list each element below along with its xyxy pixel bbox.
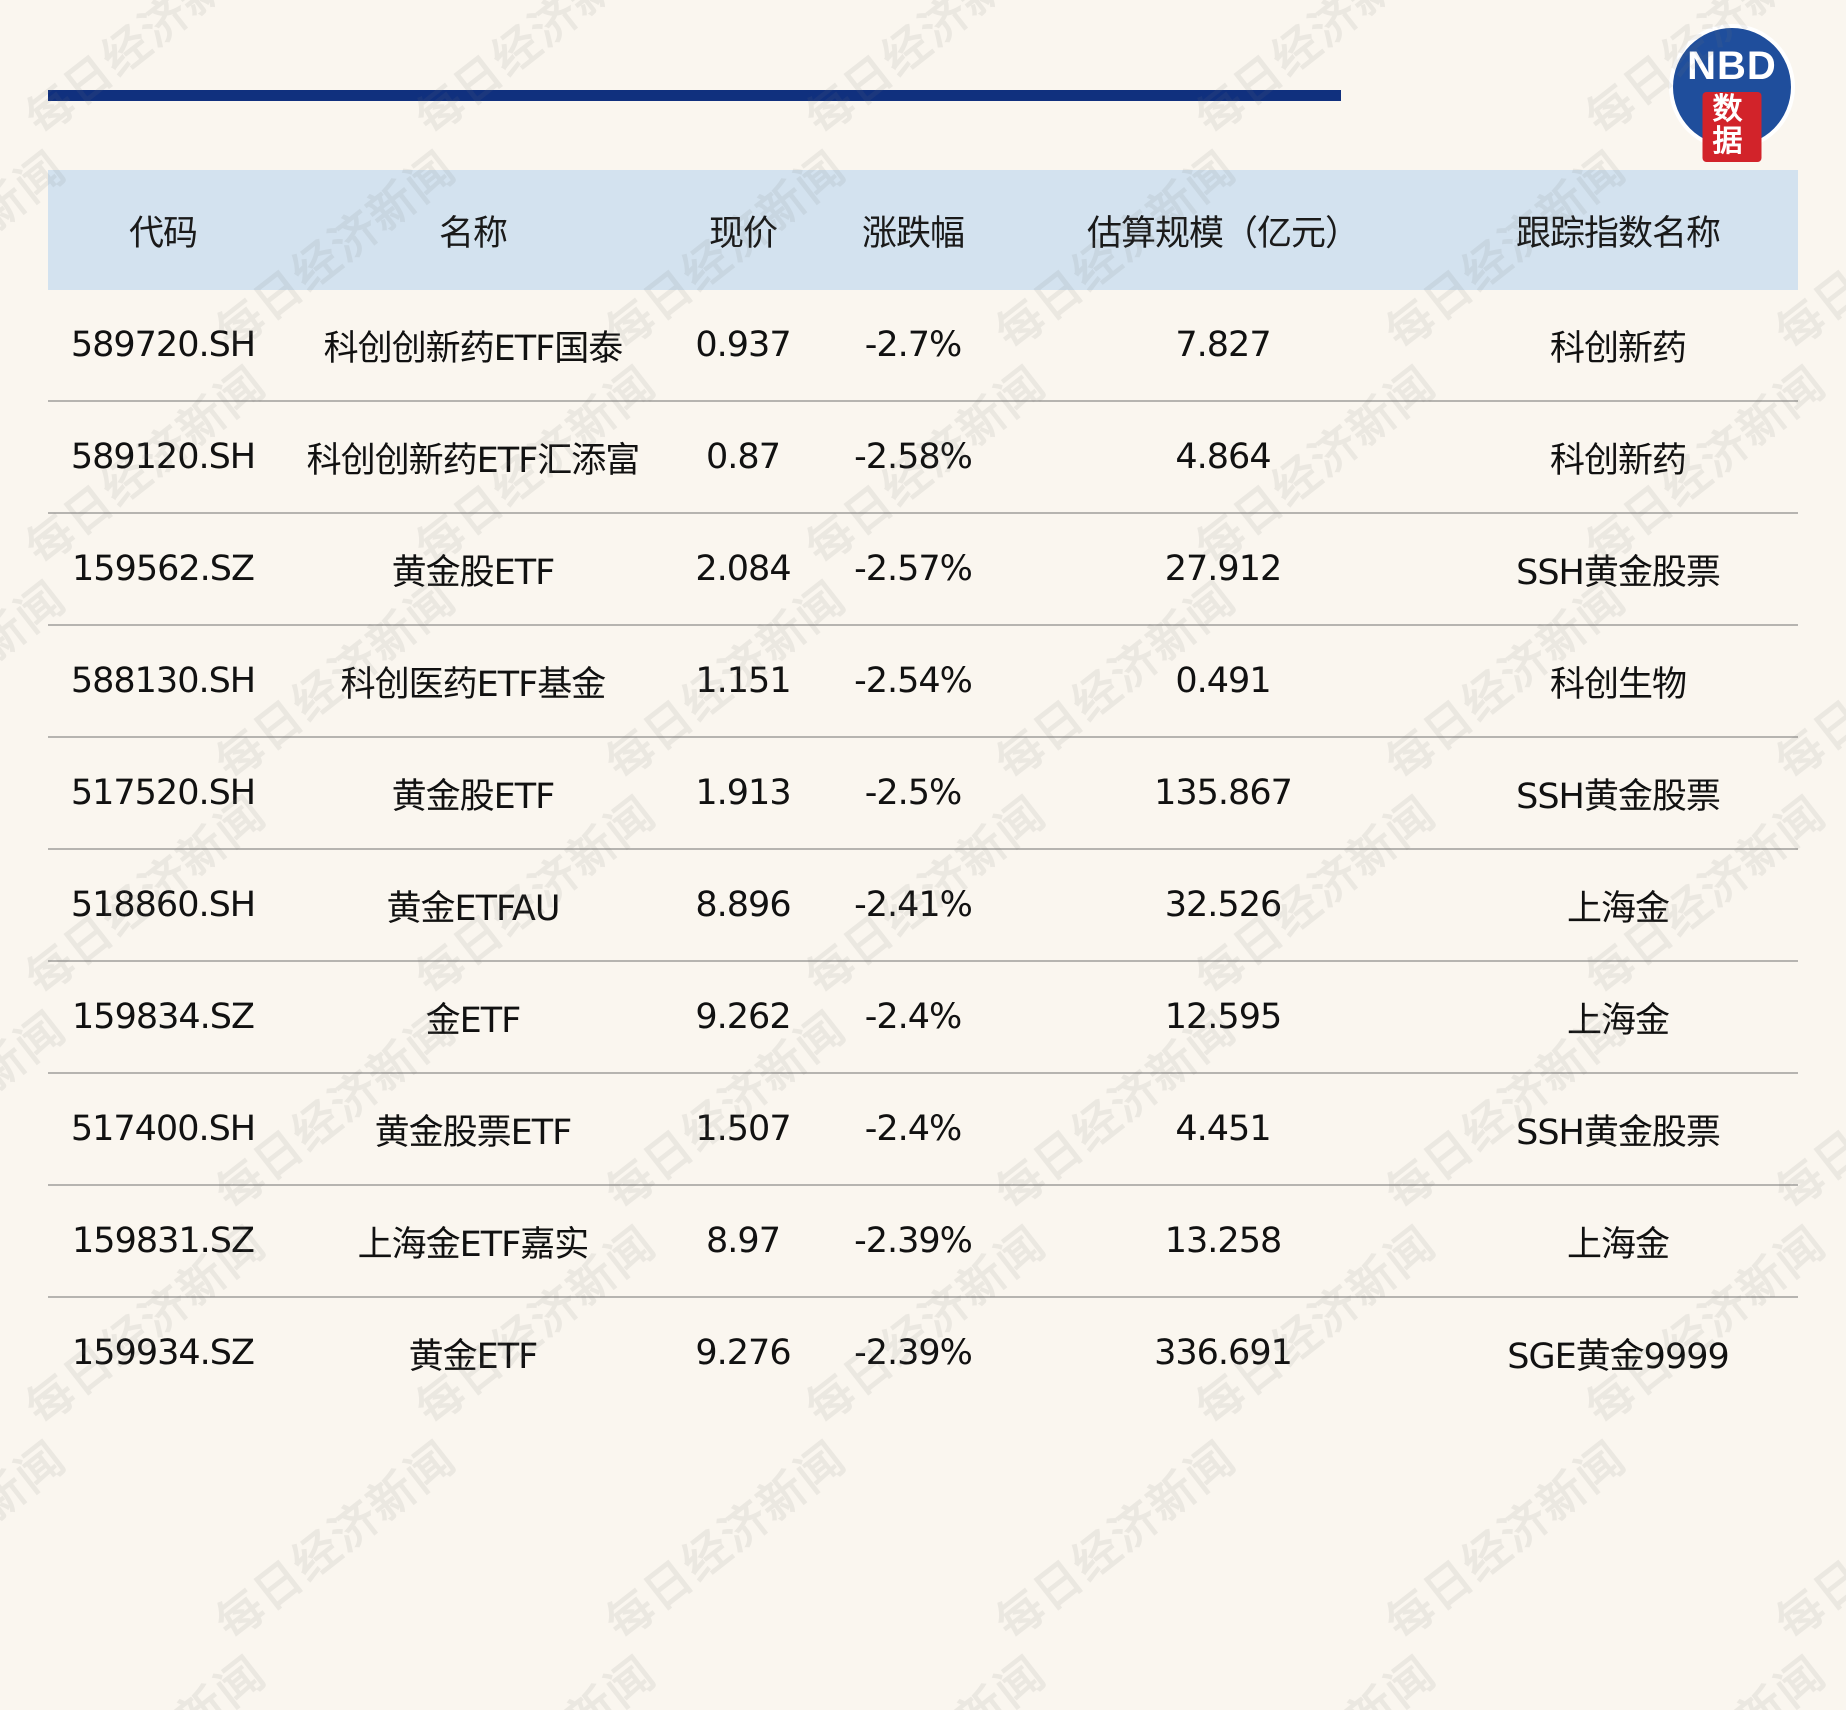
cell-index: SSH黄金股票 [1438,737,1798,850]
etf-table-container: 代码 名称 现价 涨跌幅 估算规模（亿元） 跟踪指数名称 589720.SH 科创… [48,170,1798,1408]
table-row: 517520.SH 黄金股ETF 1.913 -2.5% 135.867 SSH黄金股票 [48,737,1798,850]
table-row: 159562.SZ 黄金股ETF 2.084 -2.57% 27.912 SSH黄金股票 [48,513,1798,626]
cell-price: 0.937 [668,290,818,402]
table-row: 159934.SZ 黄金ETF 9.276 -2.39% 336.691 SGE黄金999… [48,1297,1798,1408]
cell-code: 159834.SZ [48,961,278,1074]
table-header-row: 代码 名称 现价 涨跌幅 估算规模（亿元） 跟踪指数名称 [48,170,1798,290]
cell-code: 588130.SH [48,625,278,738]
cell-scale: 135.867 [1008,737,1438,850]
cell-code: 589720.SH [48,290,278,402]
cell-change: -2.4% [818,1073,1008,1186]
table-row: 159834.SZ 金ETF 9.262 -2.4% 12.595 上海金 [48,961,1798,1074]
cell-code: 159934.SZ [72,1333,255,1373]
cell-index: SSH黄金股票 [1438,1073,1798,1186]
cell-change: -2.54% [818,625,1008,738]
cell-change: -2.41% [818,849,1008,962]
cell-code: 159562.SZ [48,513,278,626]
cell-change: -2.7% [818,290,1008,402]
cell-scale: 0.491 [1008,625,1438,738]
cell-code: 517520.SH [48,737,278,850]
cell-name: 科创医药ETF基金 [278,625,668,738]
table-row: 588130.SH 科创医药ETF基金 1.151 -2.54% 0.491 科创生物 [48,625,1798,738]
cell-price: 9.276 [695,1333,791,1373]
cell-name: 黄金ETFAU [278,849,668,962]
table-row: 518860.SH 黄金ETFAU 8.896 -2.41% 32.526 上海金 [48,849,1798,962]
column-header-change: 涨跌幅 [818,170,1008,290]
watermark-text: 每日经济新闻 [1375,1430,1636,1651]
cell-index: 科创生物 [1438,625,1798,738]
cell-change: -2.39% [854,1333,973,1373]
nbd-logo: NBD 数据 [1673,28,1791,162]
watermark-text: 每日经济新闻 [1765,1430,1846,1651]
cell-price: 8.97 [668,1185,818,1298]
column-header-code: 代码 [48,170,278,290]
cell-code: 159831.SZ [48,1185,278,1298]
cell-scale: 7.827 [1008,290,1438,402]
watermark-text: 每日经济新闻 [985,1430,1246,1651]
cell-price: 8.896 [668,849,818,962]
watermark-text: 每日经济新闻 [205,1430,466,1651]
cell-index: 上海金 [1438,1185,1798,1298]
nbd-logo-badge: 数据 [1702,92,1762,162]
cell-change: -2.57% [818,513,1008,626]
cell-index: SGE黄金9999 [1507,1336,1730,1377]
cell-index: 科创新药 [1438,290,1798,402]
watermark-text: 每日经济新闻 [1180,1638,1448,1710]
cell-code: 518860.SH [48,849,278,962]
cell-scale: 4.864 [1008,401,1438,514]
etf-ranking-table: 代码 名称 现价 涨跌幅 估算规模（亿元） 跟踪指数名称 589720.SH 科创… [48,170,1798,1408]
watermark-text: 每日经济新闻 [1570,1638,1838,1710]
table-row: 589120.SH 科创创新药ETF汇添富 0.87 -2.58% 4.864 科创新药 [48,401,1798,514]
watermark-text: 每日经济新闻 [400,1638,668,1710]
cell-index: 上海金 [1438,849,1798,962]
cell-scale: 12.595 [1008,961,1438,1074]
cell-name: 科创创新药ETF国泰 [278,290,668,402]
table-row: 589720.SH 科创创新药ETF国泰 0.937 -2.7% 7.827 科创新药 [48,290,1798,402]
cell-name: 黄金股ETF [278,513,668,626]
cell-name: 科创创新药ETF汇添富 [278,401,668,514]
cell-name: 金ETF [278,961,668,1074]
watermark-text: 每日经济新闻 [0,1430,76,1651]
cell-index: SSH黄金股票 [1438,513,1798,626]
cell-change: -2.39% [818,1185,1008,1298]
cell-name: 上海金ETF嘉实 [278,1185,668,1298]
cell-scale: 27.912 [1008,513,1438,626]
cell-price: 1.913 [668,737,818,850]
cell-change: -2.4% [818,961,1008,1074]
cell-name: 黄金股ETF [278,737,668,850]
cell-change: -2.5% [818,737,1008,850]
cell-price: 2.084 [668,513,818,626]
cell-index: 科创新药 [1438,401,1798,514]
cell-change: -2.58% [818,401,1008,514]
table-body: 589720.SH 科创创新药ETF国泰 0.937 -2.7% 7.827 科创新药 58… [48,290,1798,1408]
column-header-scale: 估算规模（亿元） [1008,170,1438,290]
watermark-text: 每日经济新闻 [595,1430,856,1651]
table-row: 159831.SZ 上海金ETF嘉实 8.97 -2.39% 13.258 上海金 [48,1185,1798,1298]
column-header-index: 跟踪指数名称 [1438,170,1798,290]
cell-code: 589120.SH [48,401,278,514]
cell-price: 0.87 [668,401,818,514]
cell-price: 1.151 [668,625,818,738]
cell-scale: 4.451 [1008,1073,1438,1186]
cell-price: 9.262 [668,961,818,1074]
watermark-text: 每日经济新闻 [790,1638,1058,1710]
header-accent-bar [48,90,1341,101]
column-header-price: 现价 [668,170,818,290]
table-row: 517400.SH 黄金股票ETF 1.507 -2.4% 4.451 SSH黄金股票 [48,1073,1798,1186]
cell-name: 黄金股票ETF [278,1073,668,1186]
cell-index: 上海金 [1438,961,1798,1074]
cell-code: 517400.SH [48,1073,278,1186]
column-header-name: 名称 [278,170,668,290]
page-header: NBD 数据 [0,0,1846,170]
cell-scale: 13.258 [1008,1185,1438,1298]
nbd-logo-text: NBD [1687,44,1777,88]
cell-scale: 32.526 [1008,849,1438,962]
watermark-text: 每日经济新闻 [10,1638,278,1710]
cell-scale: 336.691 [1154,1333,1293,1373]
table-header: 代码 名称 现价 涨跌幅 估算规模（亿元） 跟踪指数名称 [48,170,1798,290]
cell-price: 1.507 [668,1073,818,1186]
cell-name: 黄金ETF [408,1336,539,1377]
